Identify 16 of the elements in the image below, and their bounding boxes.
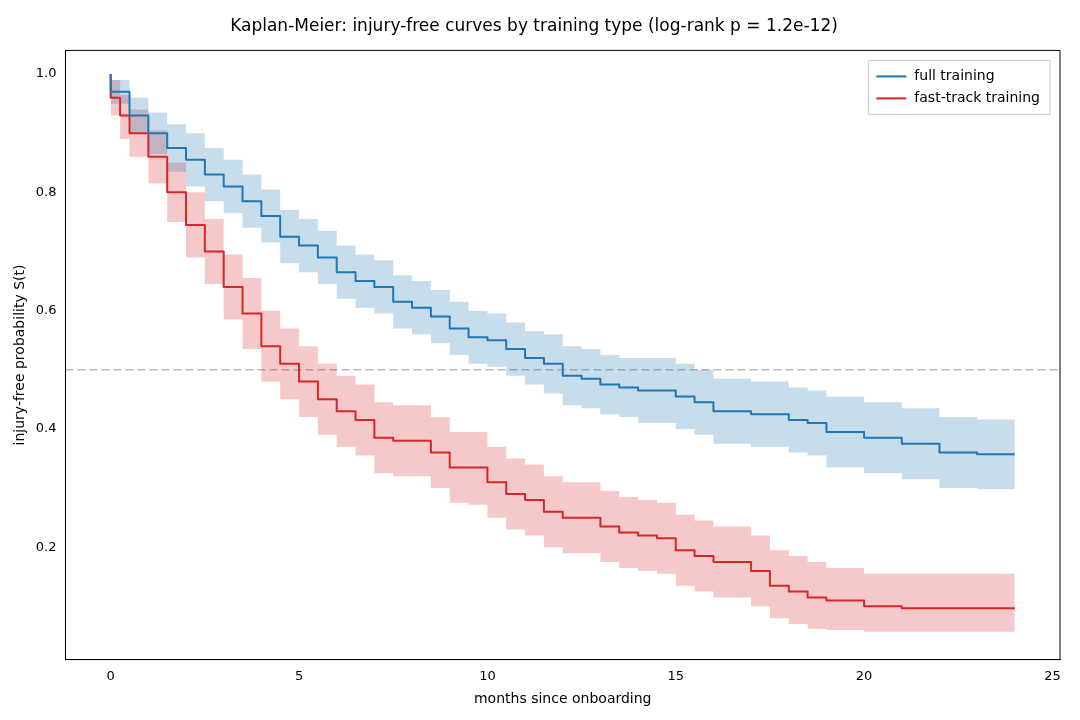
x-tick-label: 10 — [479, 667, 496, 683]
x-axis-title: months since onboarding — [473, 690, 652, 707]
y-tick-label: 1.0 — [35, 65, 57, 81]
legend-label: full training — [914, 67, 995, 84]
legend-label: fast-track training — [914, 89, 1041, 106]
y-tick-label: 0.8 — [35, 183, 57, 199]
y-axis-title: injury-free probability S(t) — [11, 264, 28, 446]
y-tick-label: 0.4 — [35, 420, 57, 436]
y-tick-label: 0.2 — [35, 538, 57, 554]
x-tick-label: 25 — [1044, 667, 1061, 683]
x-tick-label: 0 — [106, 667, 115, 683]
x-tick-label: 15 — [667, 667, 685, 683]
y-tick-label: 0.6 — [35, 302, 57, 318]
x-tick-label: 20 — [855, 667, 873, 683]
x-tick-label: 5 — [294, 667, 304, 683]
chart-title: Kaplan-Meier: injury-free curves by training type (log-rank p = 1.2e-12) — [230, 14, 838, 35]
